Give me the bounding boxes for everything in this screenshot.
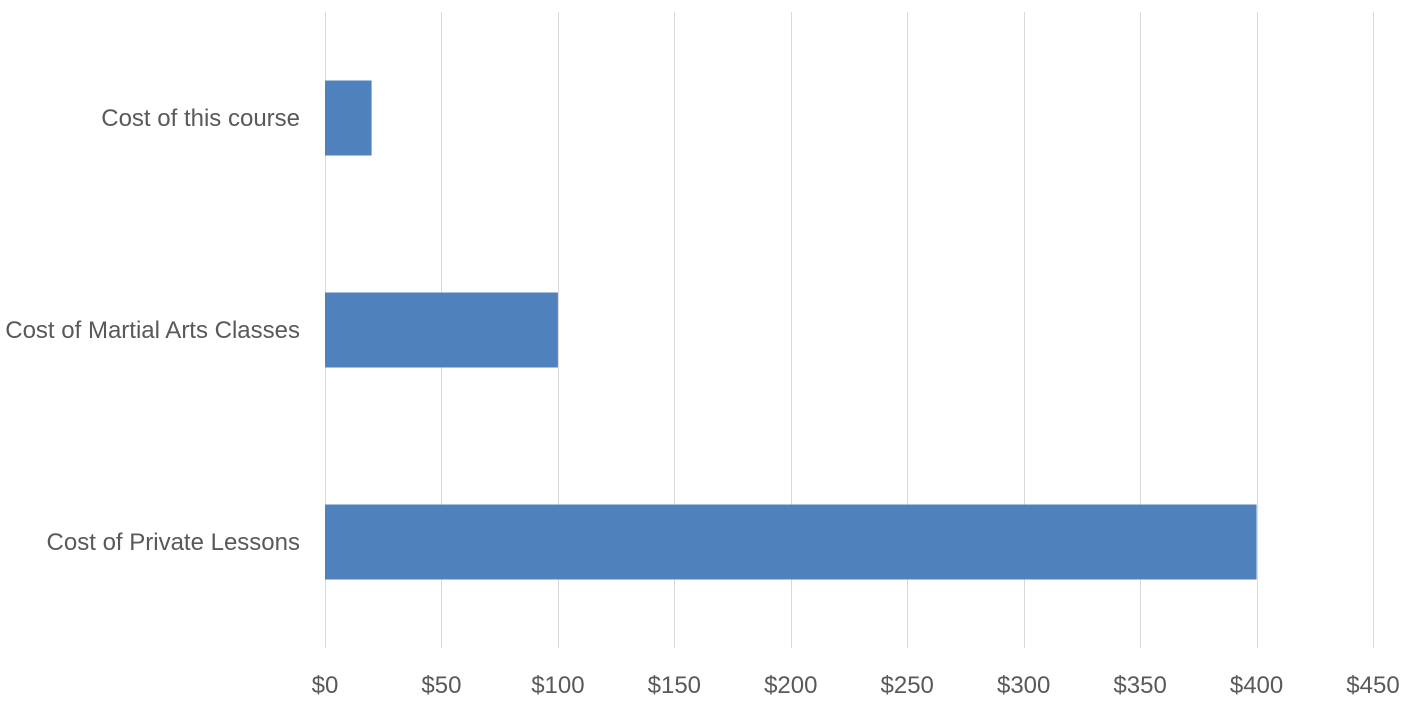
x-tick-label: $350	[1113, 672, 1166, 699]
bar	[325, 504, 1257, 580]
bar	[325, 80, 372, 156]
category-label: Cost of Private Lessons	[47, 529, 300, 556]
x-tick-label: $400	[1230, 672, 1283, 699]
x-tick-label: $200	[764, 672, 817, 699]
x-tick-label: $450	[1346, 672, 1399, 699]
category-label: Cost of this course	[101, 105, 300, 132]
x-tick-label: $150	[648, 672, 701, 699]
x-tick-label: $250	[881, 672, 934, 699]
bars	[325, 80, 1257, 580]
x-tick-label: $0	[312, 672, 339, 699]
x-tick-label: $300	[997, 672, 1050, 699]
x-tick-label: $50	[421, 672, 461, 699]
x-tick-label: $100	[531, 672, 584, 699]
x-tick-labels: $0 $50 $100 $150 $200 $250 $300 $350 $400 $450	[312, 672, 1400, 699]
bar	[325, 292, 558, 368]
category-label: Cost of Martial Arts Classes	[5, 317, 300, 344]
gridlines	[325, 12, 1374, 648]
category-labels: Cost of this course Cost of Martial Arts …	[5, 105, 300, 556]
